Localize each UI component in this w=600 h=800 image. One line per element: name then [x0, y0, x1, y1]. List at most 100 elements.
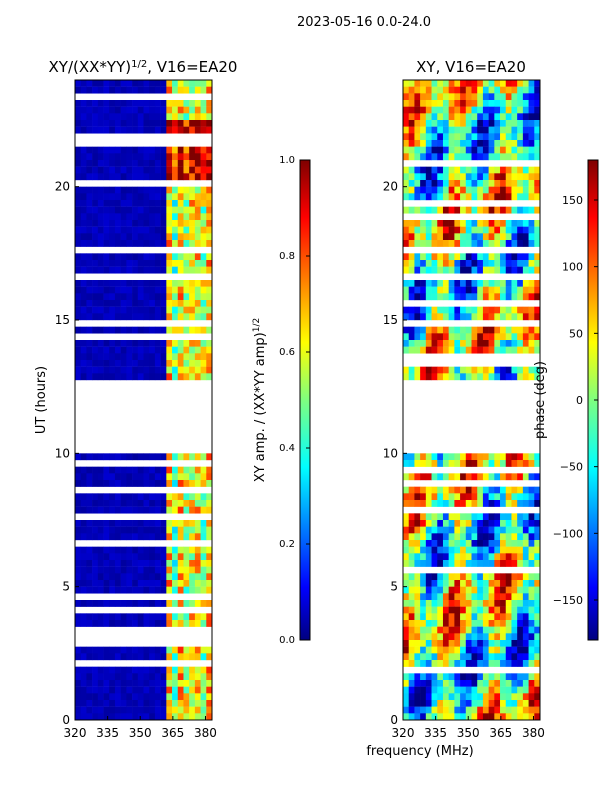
heatmap-cell	[97, 653, 104, 661]
heatmap-cell	[403, 606, 410, 614]
heatmap-cell	[97, 680, 104, 687]
heatmap-cell	[172, 520, 179, 527]
heatmap-cell	[454, 186, 461, 194]
heatmap-cell	[471, 686, 478, 694]
heatmap-cell	[454, 620, 461, 627]
heatmap-cell	[86, 213, 93, 221]
heatmap-cell	[414, 153, 421, 161]
heatmap-cell	[534, 306, 541, 314]
heatmap-cell	[149, 173, 156, 181]
heatmap-cell	[414, 646, 421, 654]
heatmap-cell	[442, 146, 449, 154]
heatmap-cell	[488, 226, 495, 234]
heatmap-cell	[143, 306, 150, 314]
heatmap-cell	[517, 640, 524, 647]
heatmap-cell	[437, 126, 444, 134]
heatmap-cell	[92, 206, 99, 214]
heatmap-cell	[460, 140, 467, 147]
heatmap-cell	[75, 186, 82, 194]
heatmap-cell	[420, 600, 427, 607]
heatmap-cell	[471, 233, 478, 241]
heatmap-cell	[132, 700, 139, 707]
heatmap-cell	[143, 153, 150, 161]
heatmap-cell	[448, 633, 455, 641]
colorbar-tick-label: 0.0	[279, 635, 295, 646]
heatmap-cell	[194, 120, 201, 127]
heatmap-cell	[103, 286, 110, 294]
heatmap-cell	[454, 120, 461, 127]
heatmap-cell	[482, 673, 489, 681]
heatmap-cell	[448, 293, 455, 301]
heatmap-cell	[86, 693, 93, 701]
heatmap-cell	[80, 86, 87, 94]
heatmap-cell	[488, 660, 495, 667]
heatmap-cell	[132, 560, 139, 567]
heatmap-cell	[126, 240, 133, 247]
heatmap-cell	[154, 360, 161, 367]
heatmap-cell	[505, 540, 512, 547]
heatmap-cell	[86, 553, 93, 561]
heatmap-cell	[420, 220, 427, 227]
heatmap-cell	[408, 233, 415, 241]
heatmap-cell	[177, 673, 184, 681]
heatmap-cell	[408, 526, 415, 534]
heatmap-cell	[160, 266, 167, 274]
heatmap-cell	[86, 186, 93, 194]
heatmap-cell	[408, 293, 415, 301]
heatmap-cell	[154, 526, 161, 534]
heatmap-cell	[206, 153, 213, 161]
heatmap-cell	[465, 126, 472, 134]
heatmap-cell	[206, 160, 213, 167]
heatmap-cell	[482, 280, 489, 287]
heatmap-cell	[528, 620, 535, 627]
heatmap-cell	[183, 693, 190, 701]
heatmap-cell	[431, 193, 438, 201]
heatmap-cell	[200, 680, 207, 687]
y-tick-label: 10	[383, 446, 398, 460]
heatmap-cell	[437, 553, 444, 561]
heatmap-cell	[177, 480, 184, 487]
heatmap-cell	[528, 493, 535, 501]
heatmap-cell	[137, 646, 144, 654]
heatmap-cell	[437, 540, 444, 547]
heatmap-cell	[403, 120, 410, 127]
heatmap-cell	[431, 293, 438, 301]
heatmap-cell	[120, 166, 127, 174]
heatmap-cell	[120, 520, 127, 527]
heatmap-cell	[494, 286, 501, 294]
heatmap-cell	[132, 193, 139, 201]
heatmap-cell	[488, 86, 495, 94]
heatmap-cell	[511, 126, 518, 134]
heatmap-cell	[132, 326, 139, 334]
heatmap-cell	[488, 586, 495, 594]
heatmap-cell	[448, 180, 455, 187]
heatmap-cell	[431, 493, 438, 501]
heatmap-cell	[126, 693, 133, 701]
heatmap-cell	[200, 580, 207, 587]
heatmap-cell	[206, 80, 213, 87]
heatmap-cell	[477, 233, 484, 241]
heatmap-cell	[92, 200, 99, 207]
heatmap-cell	[126, 300, 133, 307]
heatmap-cell	[132, 366, 139, 374]
heatmap-cell	[500, 680, 507, 687]
heatmap-cell	[166, 526, 173, 534]
heatmap-cell	[206, 106, 213, 114]
heatmap-cell	[75, 80, 82, 87]
heatmap-cell	[465, 660, 472, 667]
heatmap-cell	[149, 533, 156, 541]
heatmap-cell	[511, 80, 518, 87]
heatmap-cell	[132, 100, 139, 107]
heatmap-cell	[420, 486, 427, 494]
heatmap-cell	[189, 573, 196, 581]
heatmap-cell	[103, 560, 110, 567]
heatmap-cell	[454, 513, 461, 521]
heatmap-cell	[454, 180, 461, 187]
heatmap-cell	[408, 80, 415, 87]
heatmap-cell	[114, 493, 121, 501]
heatmap-cell	[97, 160, 104, 167]
heatmap-cell	[86, 300, 93, 307]
heatmap-cell	[505, 520, 512, 527]
heatmap-cell	[477, 513, 484, 521]
